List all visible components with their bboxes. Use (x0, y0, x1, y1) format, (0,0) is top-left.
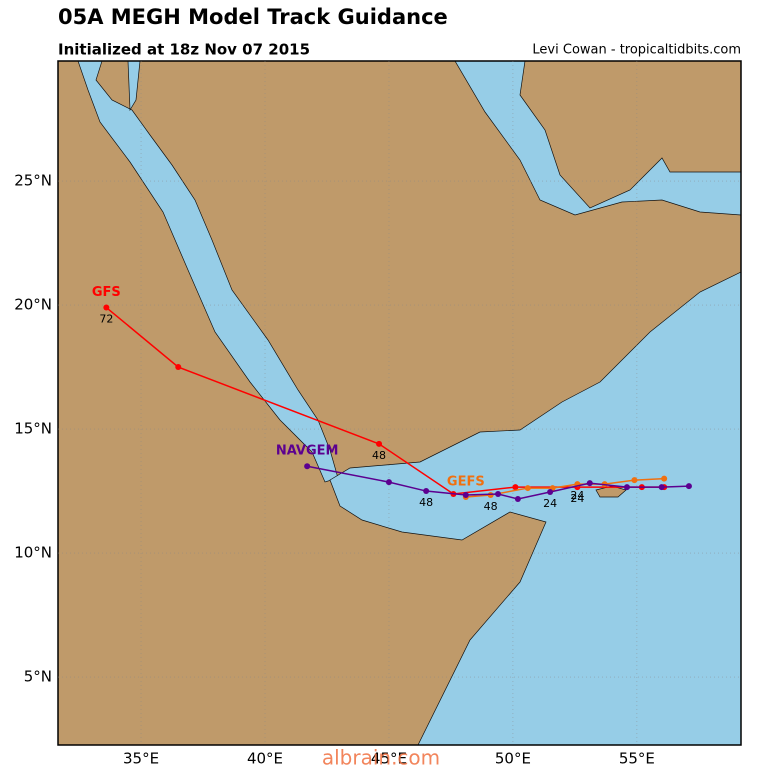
y-tick-label: 20°N (14, 296, 52, 314)
series-label: GEFS (447, 474, 485, 489)
y-tick-label: 5°N (24, 668, 52, 686)
hour-label: 48 (484, 500, 498, 513)
persian-gulf (454, 61, 741, 216)
track-point (514, 495, 521, 502)
track-point (512, 484, 519, 491)
track-point (462, 492, 469, 499)
track-point (658, 484, 665, 491)
hour-label: 48 (372, 449, 386, 462)
x-tick-label: 50°E (495, 750, 531, 768)
track-point (423, 488, 430, 495)
track-point (586, 480, 593, 487)
credit: Levi Cowan - tropicaltidbits.com (532, 43, 741, 58)
hour-label: 72 (99, 313, 113, 326)
track-point (376, 440, 383, 447)
gulf-of-aqaba (127, 61, 141, 112)
track-point (685, 483, 692, 490)
y-tick-label: 10°N (14, 544, 52, 562)
x-tick-label: 55°E (619, 750, 655, 768)
y-tick-label: 15°N (14, 420, 52, 438)
series-label: GFS (92, 285, 121, 300)
red-sea (77, 61, 339, 483)
hour-label: 24 (570, 489, 584, 502)
series-label: NAVGEM (276, 444, 339, 459)
subtitle: Initialized at 18z Nov 07 2015 (58, 41, 310, 59)
track-point (175, 364, 182, 371)
hour-label: 48 (419, 496, 433, 509)
hour-label: 24 (570, 492, 584, 505)
gulf-of-aden-arabian-sea (329, 271, 741, 745)
track-point (623, 484, 630, 491)
track-point (385, 479, 392, 486)
track-point (547, 489, 554, 496)
track-point (103, 304, 110, 311)
x-tick-label: 40°E (247, 750, 283, 768)
data-layer: 35°E 40°E 45°E 50°E 55°E 5°N 10°N 15°N 20°N 25°N 2… (14, 61, 741, 768)
watermark: albrain.com (322, 746, 440, 768)
track-point (524, 485, 531, 492)
x-tick-label: 45°E (371, 750, 407, 768)
y-tick-label: 25°N (14, 172, 52, 190)
track-point (304, 463, 311, 470)
title: 05A MEGH Model Track Guidance (58, 5, 448, 29)
track-point (495, 491, 502, 498)
track-point (631, 477, 638, 484)
track-point (661, 475, 668, 482)
x-tick-label: 35°E (123, 750, 159, 768)
basemap (58, 61, 741, 745)
hour-label: 24 (543, 497, 557, 510)
map-frame (57, 60, 742, 746)
